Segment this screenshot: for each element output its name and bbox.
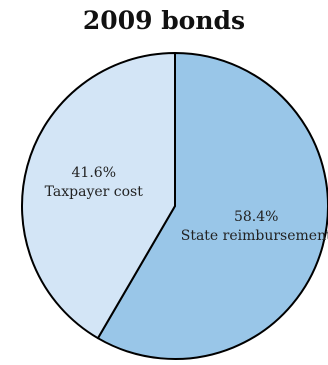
slice-percent-label: 41.6% — [72, 165, 116, 181]
slice-percent-label: 58.4% — [234, 209, 278, 225]
pie-slice-state-reimbursement — [96, 52, 328, 360]
slice-category-label: Taxpayer cost — [45, 184, 144, 200]
chart-title: 2009 bonds — [82, 6, 246, 35]
pie-slice-taxpayer-cost — [21, 52, 176, 340]
slice-category-label: State reimbursement — [181, 228, 328, 244]
